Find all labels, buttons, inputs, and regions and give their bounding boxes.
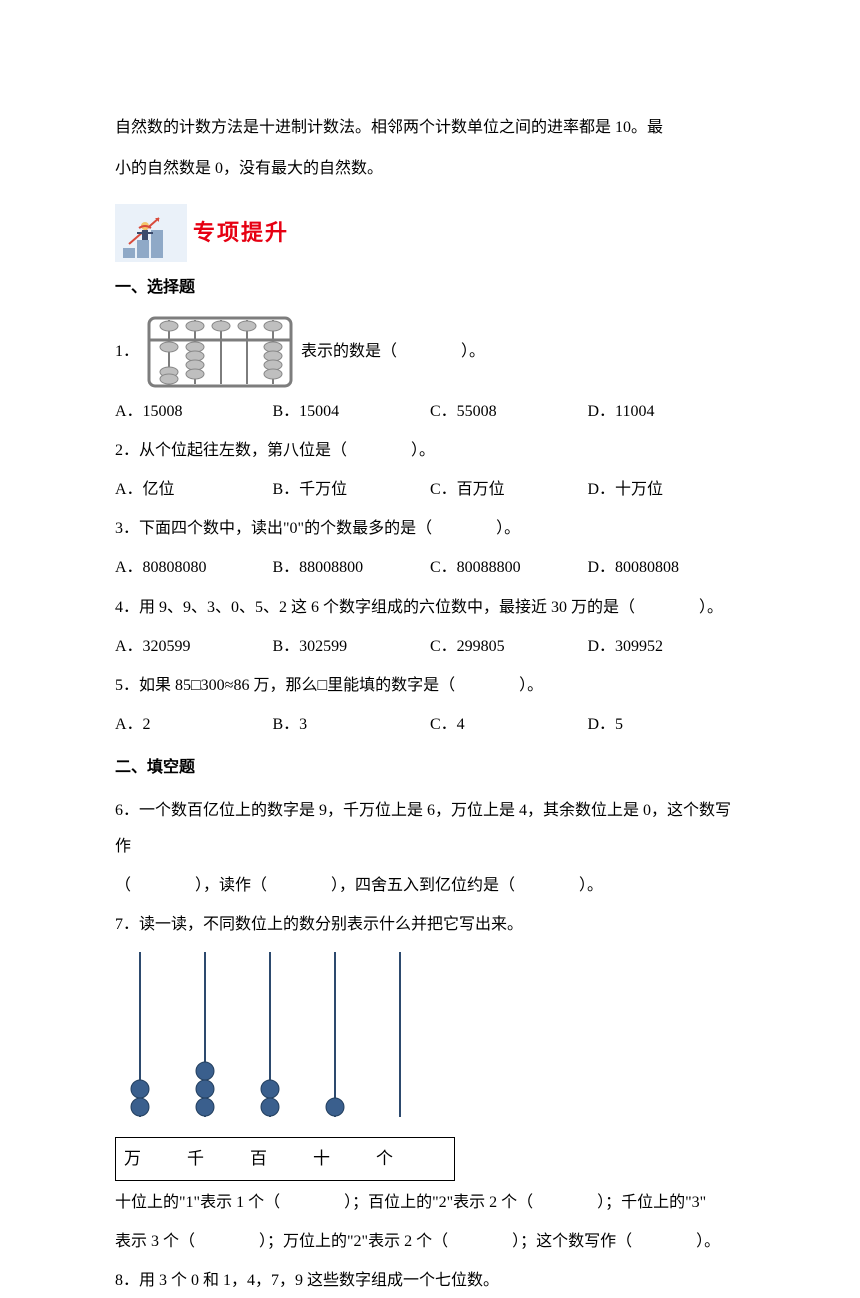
q5-opt-d: D．5 — [588, 707, 746, 742]
place-bai: 百 — [250, 1140, 267, 1177]
q2-opt-d: D．十万位 — [588, 472, 746, 507]
rising-figure-icon — [115, 204, 187, 262]
q1-opt-c: C．55008 — [430, 394, 588, 429]
q3-opt-a: A．80808080 — [115, 550, 273, 585]
q2-opt-a: A．亿位 — [115, 472, 273, 507]
q6-line1: 6．一个数百亿位上的数字是 9，千万位上是 6，万位上是 4，其余数位上是 0，… — [115, 793, 745, 863]
q2-opt-c: C．百万位 — [430, 472, 588, 507]
q1: 1． — [115, 314, 745, 390]
q1-opt-d: D．11004 — [588, 394, 746, 429]
q8-stem: 8．用 3 个 0 和 1，4，7，9 这些数字组成一个七位数。 — [115, 1263, 745, 1298]
q2-stem: 2．从个位起往左数，第八位是（ ）。 — [115, 433, 745, 468]
q2-opt-b: B．千万位 — [273, 472, 431, 507]
heading-mc: 一、选择题 — [115, 270, 745, 305]
q3-options: A．80808080 B．88008800 C．80088800 D．80080… — [115, 550, 745, 585]
q4-opt-d: D．309952 — [588, 629, 746, 664]
q4-options: A．320599 B．302599 C．299805 D．309952 — [115, 629, 745, 664]
q1-options: A．15008 B．15004 C．55008 D．11004 — [115, 394, 745, 429]
q4-opt-b: B．302599 — [273, 629, 431, 664]
section-header: 专项提升 — [115, 204, 745, 262]
q5-opt-a: A．2 — [115, 707, 273, 742]
q4-stem: 4．用 9、9、3、0、5、2 这 6 个数字组成的六位数中，最接近 30 万的… — [115, 590, 745, 625]
intro-line-2: 小的自然数是 0，没有最大的自然数。 — [115, 151, 745, 186]
q5-opt-c: C．4 — [430, 707, 588, 742]
q5-opt-b: B．3 — [273, 707, 431, 742]
q1-num: 1． — [115, 334, 139, 369]
q1-stem: 表示的数是（ ）。 — [301, 334, 485, 369]
place-wan: 万 — [124, 1140, 141, 1177]
q4-opt-c: C．299805 — [430, 629, 588, 664]
q3-opt-d: D．80080808 — [588, 550, 746, 585]
q5-stem: 5．如果 85□300≈86 万，那么□里能填的数字是（ ）。 — [115, 668, 745, 703]
q2-options: A．亿位 B．千万位 C．百万位 D．十万位 — [115, 472, 745, 507]
intro-line-1: 自然数的计数方法是十进制计数法。相邻两个计数单位之间的进率都是 10。最 — [115, 110, 745, 145]
q4-opt-a: A．320599 — [115, 629, 273, 664]
q6-line2: （ ），读作（ ），四舍五入到亿位约是（ ）。 — [115, 868, 745, 903]
q7-after1: 十位上的"1"表示 1 个（ ）；百位上的"2"表示 2 个（ ）；千位上的"3… — [115, 1185, 745, 1220]
q3-opt-c: C．80088800 — [430, 550, 588, 585]
heading-fill: 二、填空题 — [115, 750, 745, 785]
section-title: 专项提升 — [193, 209, 289, 257]
q1-opt-b: B．15004 — [273, 394, 431, 429]
q7-abacus — [115, 952, 745, 1135]
q3-stem: 3．下面四个数中，读出"0"的个数最多的是（ ）。 — [115, 511, 745, 546]
q7-place-labels: 万 千 百 十 个 — [115, 1137, 455, 1180]
place-shi: 十 — [313, 1140, 330, 1177]
q7-after2: 表示 3 个（ ）；万位上的"2"表示 2 个（ ）；这个数写作（ ）。 — [115, 1224, 745, 1259]
abacus-icon — [145, 314, 295, 390]
q5-options: A．2 B．3 C．4 D．5 — [115, 707, 745, 742]
q3-opt-b: B．88008800 — [273, 550, 431, 585]
q7-stem: 7．读一读，不同数位上的数分别表示什么并把它写出来。 — [115, 907, 745, 942]
q1-opt-a: A．15008 — [115, 394, 273, 429]
place-qian: 千 — [187, 1140, 204, 1177]
place-ge: 个 — [376, 1140, 393, 1177]
